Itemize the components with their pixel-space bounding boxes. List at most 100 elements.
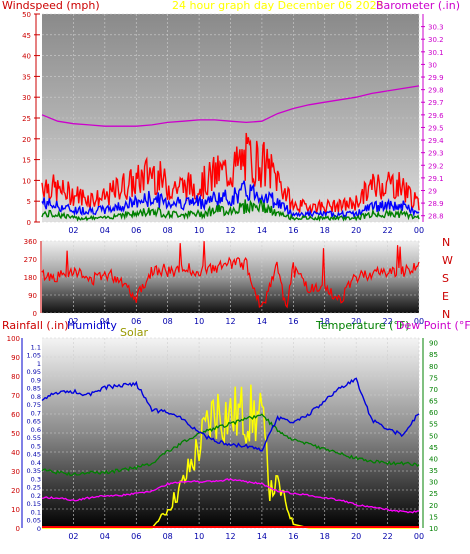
compass-label: S <box>442 272 449 285</box>
rainfall-y-tick-label: 0.1 <box>31 508 41 516</box>
barometer-y-tick-label: 29.8 <box>428 87 444 95</box>
barometer-y-tick-label: 30.2 <box>428 36 444 44</box>
humidity-y-tick-label: 30 <box>11 468 20 476</box>
compass-label: N <box>442 308 450 321</box>
wind-y-tick-label: 0 <box>27 219 31 227</box>
barometer-line <box>41 85 420 127</box>
humidity-y-tick-label: 60 <box>11 411 20 419</box>
rainfall-y-tick-label: 0.05 <box>27 517 41 525</box>
wind-panel-axes: 0 5 10 15 20 25 30 35 40 45 50 28.8 28.9 29 29.1 29.2 29… <box>22 11 444 235</box>
wind-y-tick-label: 20 <box>22 136 31 144</box>
barometer-y-tick-label: 28.8 <box>428 213 444 221</box>
conditions-panel-grid <box>42 337 420 529</box>
humidity-y-tick-label: 50 <box>11 430 20 438</box>
temperature-y-tick-label: 25 <box>429 490 438 498</box>
wind-x-tick-label: 04 <box>100 226 110 235</box>
barometer-y-tick-label: 29.6 <box>428 112 444 120</box>
direction-y-tick-label: 90 <box>28 292 37 300</box>
conditions-x-tick-label: 02 <box>68 532 78 541</box>
conditions-x-tick-label: 20 <box>351 532 361 541</box>
direction-x-tick-label: 18 <box>320 317 330 326</box>
rainfall-y-tick-label: 0.75 <box>27 401 41 409</box>
temperature-y-tick-label: 60 <box>429 409 438 417</box>
humidity-y-tick-label: 70 <box>11 392 20 400</box>
barometer-axis-title: Barometer (.in) <box>376 0 460 12</box>
temperature-y-tick-label: 15 <box>429 513 438 521</box>
humidity-y-tick-label: 40 <box>11 449 20 457</box>
barometer-y-tick-label: 29 <box>428 187 437 195</box>
conditions-x-tick-label: 04 <box>100 532 110 541</box>
solar-axis-title: Solar <box>120 326 149 339</box>
rainfall-y-tick-label: 0.6 <box>31 426 41 434</box>
direction-y-tick-label: 360 <box>24 238 37 246</box>
wind-y-tick-label: 45 <box>22 32 31 40</box>
wind-x-tick-label: 14 <box>257 226 267 235</box>
humidity-y-tick-label: 20 <box>11 487 20 495</box>
direction-panel-series <box>41 241 420 309</box>
wind-x-tick-label: 22 <box>382 226 392 235</box>
temperature-y-tick-label: 35 <box>429 467 438 475</box>
conditions-x-tick-label: 22 <box>382 532 392 541</box>
wind-y-tick-label: 10 <box>22 177 31 185</box>
rainfall-y-tick-label: 0.35 <box>27 467 41 475</box>
temperature-y-tick-label: 55 <box>429 421 438 429</box>
wind-y-tick-label: 40 <box>22 53 31 61</box>
temperature-y-tick-label: 40 <box>429 455 438 463</box>
barometer-y-tick-label: 29.7 <box>428 99 444 107</box>
temperature-line <box>41 413 420 477</box>
rainfall-y-tick-label: 0.65 <box>27 418 41 426</box>
temperature-axis-title: Temperature (°F) <box>315 319 410 332</box>
barometer-y-tick-label: 29.1 <box>428 175 444 183</box>
direction-x-tick-label: 02 <box>68 317 78 326</box>
temperature-y-tick-label: 45 <box>429 444 438 452</box>
rainfall-y-tick-label: 0.2 <box>31 492 41 500</box>
compass-label: N <box>442 236 450 249</box>
conditions-x-tick-label: 16 <box>288 532 298 541</box>
compass-label: W <box>442 254 453 267</box>
rainfall-y-tick-label: 0.7 <box>31 409 41 417</box>
humidity-y-tick-label: 90 <box>11 354 20 362</box>
barometer-y-tick-label: 29.2 <box>428 162 444 170</box>
conditions-panel-axes: 010203040506070809010000.050.10.150.20.2… <box>7 335 438 541</box>
conditions-x-tick-label: 08 <box>163 532 173 541</box>
windspeed-axis-title: Windspeed (mph) <box>2 0 100 12</box>
dewpoint-axis-title: Dew Point (°F) <box>396 319 470 332</box>
direction-x-tick-label: 06 <box>131 317 141 326</box>
temperature-y-tick-label: 85 <box>429 351 438 359</box>
rainfall-y-tick-label: 0.5 <box>31 442 41 450</box>
barometer-y-tick-label: 30.3 <box>428 24 444 32</box>
direction-panel-axes: 0 90 180 270 360 02 04 06 08 10 12 14 16 18 20 22 00 <box>24 238 424 326</box>
temperature-y-tick-label: 50 <box>429 432 438 440</box>
humidity-y-tick-label: 100 <box>7 335 20 343</box>
humidity-line <box>41 377 420 452</box>
wind-panel-grid <box>42 13 420 223</box>
windspeed-gust-line <box>41 132 420 215</box>
wind-y-tick-label: 5 <box>27 198 31 206</box>
rainfall-y-tick-label: 0.95 <box>27 368 41 376</box>
wind-x-tick-label: 10 <box>194 226 204 235</box>
humidity-y-tick-label: 0 <box>16 525 20 533</box>
temperature-y-tick-label: 10 <box>429 525 438 533</box>
barometer-y-tick-label: 30.1 <box>428 49 444 57</box>
rainfall-y-tick-label: 0.25 <box>27 484 41 492</box>
wind-y-tick-label: 15 <box>22 157 31 165</box>
wind-y-tick-label: 30 <box>22 94 31 102</box>
direction-x-tick-label: 08 <box>163 317 173 326</box>
temperature-y-tick-label: 30 <box>429 479 438 487</box>
wind-y-tick-label: 50 <box>22 11 31 19</box>
direction-x-tick-label: 22 <box>382 317 392 326</box>
direction-x-tick-label: 16 <box>288 317 298 326</box>
temperature-y-tick-label: 75 <box>429 374 438 382</box>
windspeed-average-line <box>41 180 420 220</box>
rainfall-y-tick-label: 0 <box>37 525 41 533</box>
rainfall-axis-title: Rainfall (.in) <box>2 319 69 332</box>
wind-direction-line <box>41 241 420 309</box>
wind-x-tick-label: 12 <box>225 226 235 235</box>
rainfall-y-tick-label: 0.85 <box>27 385 41 393</box>
wind-x-tick-label: 00 <box>414 226 424 235</box>
barometer-y-tick-label: 29.5 <box>428 124 444 132</box>
conditions-x-tick-label: 00 <box>414 532 424 541</box>
wind-x-tick-label: 16 <box>288 226 298 235</box>
wind-x-tick-label: 06 <box>131 226 141 235</box>
humidity-y-tick-label: 80 <box>11 373 20 381</box>
